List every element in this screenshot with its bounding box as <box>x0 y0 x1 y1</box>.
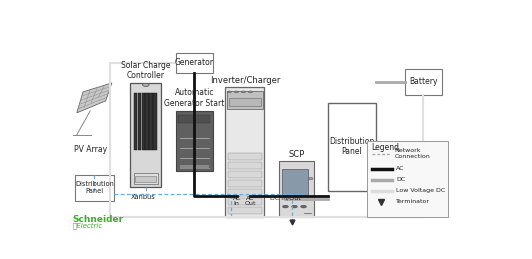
Text: Distribution
Panel: Distribution Panel <box>329 137 375 156</box>
Text: Terminator: Terminator <box>396 199 430 204</box>
Circle shape <box>308 177 313 180</box>
Circle shape <box>248 91 253 93</box>
Text: Inverter/Charger: Inverter/Charger <box>210 76 280 85</box>
FancyBboxPatch shape <box>135 176 156 182</box>
Text: AC
In: AC In <box>232 196 241 206</box>
FancyBboxPatch shape <box>142 93 145 150</box>
Text: AC: AC <box>396 166 405 171</box>
Text: Battery: Battery <box>409 77 437 87</box>
FancyBboxPatch shape <box>134 93 137 150</box>
Text: AC Panel: AC Panel <box>406 166 440 175</box>
FancyBboxPatch shape <box>228 180 262 187</box>
Circle shape <box>227 91 231 93</box>
Circle shape <box>292 205 297 208</box>
FancyBboxPatch shape <box>228 171 262 178</box>
Text: Automatic
Generator Start: Automatic Generator Start <box>164 89 225 108</box>
FancyBboxPatch shape <box>404 151 442 191</box>
Circle shape <box>301 205 306 208</box>
Text: Network
Connection: Network Connection <box>394 148 430 159</box>
Text: DC In/Out: DC In/Out <box>270 196 301 201</box>
FancyBboxPatch shape <box>145 93 149 150</box>
FancyBboxPatch shape <box>153 93 156 150</box>
Circle shape <box>143 83 149 87</box>
FancyBboxPatch shape <box>228 207 262 214</box>
FancyBboxPatch shape <box>282 169 308 195</box>
FancyBboxPatch shape <box>176 111 213 171</box>
FancyBboxPatch shape <box>279 161 314 217</box>
Text: Legend: Legend <box>371 143 400 152</box>
Polygon shape <box>77 83 112 113</box>
Text: DC: DC <box>396 177 405 182</box>
Circle shape <box>282 205 288 208</box>
Text: Generator: Generator <box>175 59 214 68</box>
FancyBboxPatch shape <box>130 83 161 187</box>
Text: PV Array: PV Array <box>73 145 107 154</box>
FancyBboxPatch shape <box>404 69 442 95</box>
FancyBboxPatch shape <box>229 98 261 106</box>
FancyBboxPatch shape <box>138 93 141 150</box>
FancyBboxPatch shape <box>228 153 262 160</box>
Text: Schneider: Schneider <box>73 215 124 224</box>
Text: Xanbus: Xanbus <box>130 194 155 200</box>
Circle shape <box>242 91 245 93</box>
FancyBboxPatch shape <box>180 165 209 169</box>
FancyBboxPatch shape <box>74 175 114 200</box>
FancyBboxPatch shape <box>228 198 262 205</box>
Text: Distribution
Panel: Distribution Panel <box>75 181 114 194</box>
Circle shape <box>234 91 238 93</box>
FancyBboxPatch shape <box>134 173 158 184</box>
FancyBboxPatch shape <box>328 103 376 191</box>
FancyBboxPatch shape <box>368 141 448 217</box>
Text: SCP: SCP <box>288 150 304 159</box>
FancyBboxPatch shape <box>176 53 213 73</box>
Text: AC
Out: AC Out <box>244 196 256 206</box>
Text: ⓄElectric: ⓄElectric <box>73 222 103 229</box>
FancyBboxPatch shape <box>228 162 262 169</box>
FancyBboxPatch shape <box>228 189 262 196</box>
Text: Solar Charge
Controller: Solar Charge Controller <box>121 61 171 80</box>
Text: Low Voltage DC: Low Voltage DC <box>396 188 446 193</box>
FancyBboxPatch shape <box>225 87 264 217</box>
FancyBboxPatch shape <box>227 91 263 109</box>
FancyBboxPatch shape <box>178 115 210 123</box>
FancyBboxPatch shape <box>149 93 153 150</box>
